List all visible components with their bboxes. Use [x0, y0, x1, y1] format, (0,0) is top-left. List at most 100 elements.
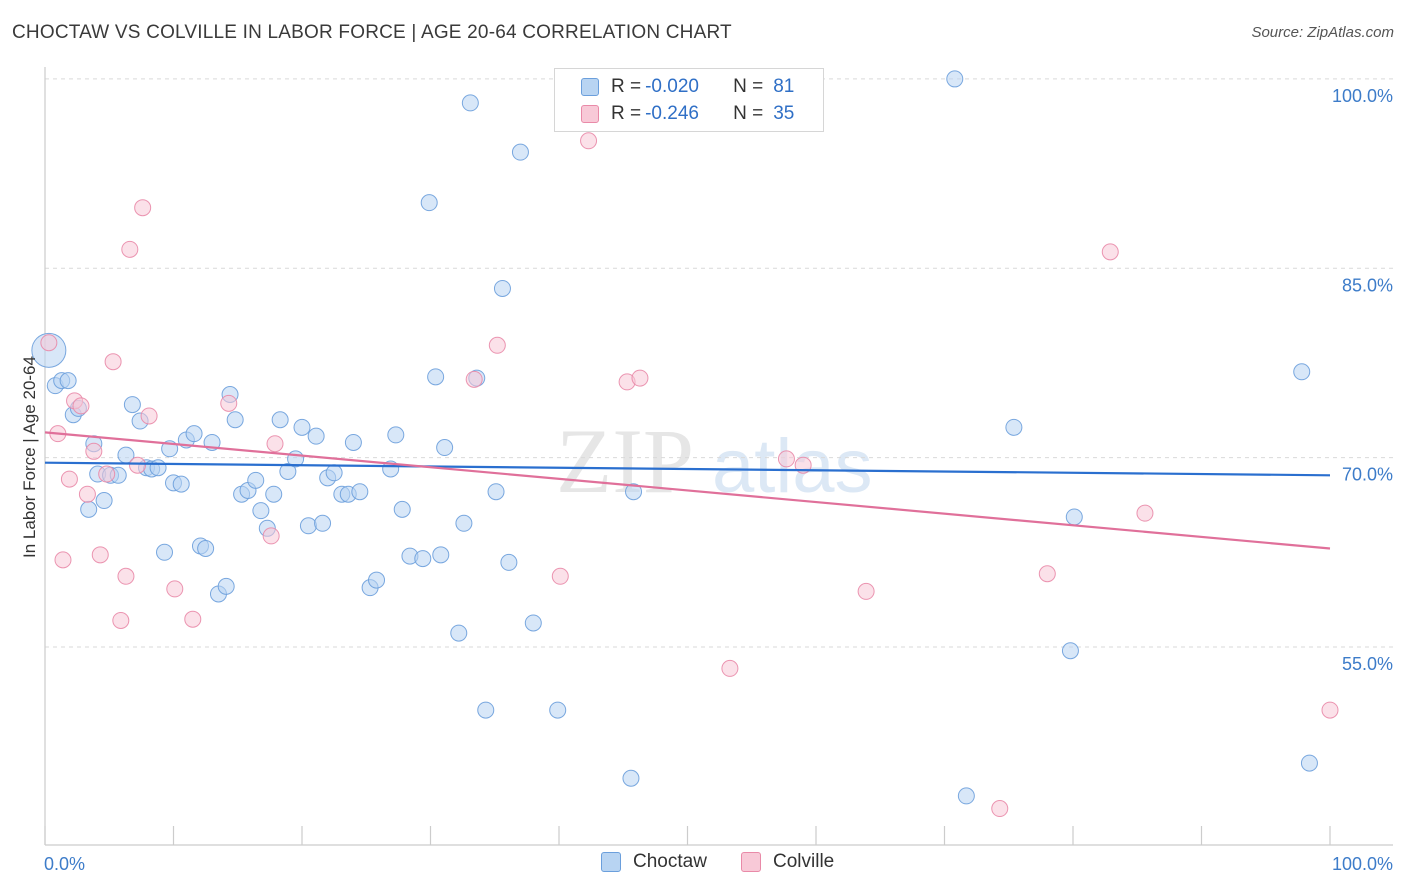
choctaw-point-43 — [314, 514, 332, 532]
colville-point-35 — [1136, 504, 1154, 522]
choctaw-point-81 — [1300, 754, 1318, 772]
axes — [44, 67, 1393, 846]
choctaw-point-23 — [185, 425, 203, 443]
colville-point-29 — [777, 450, 795, 468]
watermark-zip: ZIP — [556, 410, 694, 512]
bottom-legend-swatch-choctaw — [601, 852, 621, 872]
choctaw-point-9 — [95, 492, 113, 510]
colville-point-15 — [134, 199, 152, 217]
watermark-atlas: atlas — [712, 424, 873, 509]
choctaw-point-69 — [511, 143, 529, 161]
choctaw-point-13 — [123, 396, 141, 414]
choctaw-point-21 — [172, 475, 190, 493]
choctaw-point-53 — [387, 426, 405, 444]
choctaw-trend-line — [44, 461, 1331, 477]
legend: R = -0.020 N = 81 R = -0.246 N = 35 — [554, 68, 824, 132]
legend-row-choctaw: R = -0.020 N = 81 — [581, 74, 794, 100]
legend-n-value: 81 — [773, 76, 795, 97]
colville-point-25 — [580, 132, 598, 150]
choctaw-point-6 — [80, 500, 98, 518]
legend-r-label: R = — [611, 76, 642, 97]
bottom-legend-colville: Colville — [741, 851, 834, 873]
chart-title: CHOCTAW VS COLVILLE IN LABOR FORCE | AGE… — [12, 22, 732, 43]
choctaw-point-41 — [299, 517, 317, 535]
colville-point-28 — [721, 659, 739, 677]
choctaw-point-59 — [432, 546, 450, 564]
colville-point-0 — [40, 334, 58, 352]
choctaw-point-3 — [59, 372, 77, 390]
choctaw-point-70 — [524, 614, 542, 632]
colville-point-5 — [72, 397, 90, 415]
choctaw-point-68 — [500, 553, 518, 571]
bottom-legend-label-colville: Colville — [773, 851, 835, 872]
colville-point-22 — [465, 370, 483, 388]
legend-r-value: -0.020 — [645, 76, 699, 97]
colville-point-21 — [266, 435, 284, 453]
x-ticks — [44, 826, 1331, 845]
choctaw-point-63 — [461, 94, 479, 112]
legend-swatch-colville — [581, 105, 599, 123]
colville-point-27 — [631, 369, 649, 387]
choctaw-point-74 — [625, 483, 643, 501]
choctaw-point-49 — [351, 483, 369, 501]
choctaw-point-34 — [252, 502, 270, 520]
tick-labels: 100.0% 85.0% 70.0% 55.0% 0.0% 100.0% — [44, 86, 1393, 874]
y-tick-label-2: 70.0% — [1342, 465, 1393, 485]
choctaw-point-62 — [455, 514, 473, 532]
colville-point-13 — [121, 240, 139, 258]
colville-point-8 — [91, 546, 109, 564]
colville-point-31 — [857, 582, 875, 600]
choctaw-point-40 — [293, 418, 311, 436]
colville-point-24 — [551, 567, 569, 585]
legend-row-colville: R = -0.246 N = 35 — [581, 101, 794, 127]
colville-point-6 — [78, 485, 96, 503]
colville-point-36 — [1321, 701, 1339, 719]
choctaw-point-73 — [622, 769, 640, 787]
colville-point-33 — [1038, 565, 1056, 583]
x-tick-label-0: 0.0% — [44, 854, 85, 874]
choctaw-point-54 — [393, 500, 411, 518]
colville-point-3 — [60, 470, 78, 488]
choctaw-point-67 — [493, 279, 511, 297]
choctaw-point-48 — [344, 433, 362, 451]
choctaw-point-37 — [271, 411, 289, 429]
colville-point-20 — [262, 527, 280, 545]
legend-n-label: N = — [733, 103, 764, 124]
choctaw-point-77 — [1005, 418, 1023, 436]
colville-point-18 — [184, 610, 202, 628]
bottom-legend-swatch-colville — [741, 852, 761, 872]
choctaw-point-45 — [325, 464, 343, 482]
choctaw-point-17 — [149, 459, 167, 477]
choctaw-point-66 — [487, 483, 505, 501]
choctaw-point-71 — [549, 701, 567, 719]
y-tick-label-1: 85.0% — [1342, 275, 1393, 295]
choctaw-point-56 — [414, 550, 432, 568]
choctaw-point-76 — [957, 787, 975, 805]
choctaw-point-58 — [427, 368, 445, 386]
legend-n-label: N = — [733, 76, 764, 97]
trend-lines — [44, 431, 1331, 550]
legend-swatch-choctaw — [581, 78, 599, 96]
colville-point-17 — [166, 580, 184, 598]
colville-trend-line — [44, 431, 1331, 550]
choctaw-point-33 — [247, 471, 265, 489]
chart-source: Source: ZipAtlas.com — [1251, 24, 1394, 41]
colville-point-11 — [112, 611, 130, 629]
watermark: ZIP atlas — [556, 410, 873, 512]
y-axis-label: In Labor Force | Age 20-64 — [20, 356, 39, 558]
colville-point-7 — [85, 442, 103, 460]
bottom-legend: Choctaw Colville — [0, 851, 1406, 879]
colville-point-23 — [488, 336, 506, 354]
choctaw-point-28 — [217, 577, 235, 595]
colville-point-2 — [54, 551, 72, 569]
choctaw-point-60 — [436, 439, 454, 457]
colville-point-32 — [991, 800, 1009, 818]
colville-point-10 — [104, 353, 122, 371]
x-tick-label-1: 100.0% — [1332, 854, 1393, 874]
choctaw-point-30 — [226, 411, 244, 429]
colville-point-14 — [129, 456, 147, 474]
colville-point-34 — [1101, 243, 1119, 261]
choctaw-point-80 — [1293, 363, 1311, 381]
choctaw-point-65 — [477, 701, 495, 719]
y-tick-label-3: 55.0% — [1342, 654, 1393, 674]
